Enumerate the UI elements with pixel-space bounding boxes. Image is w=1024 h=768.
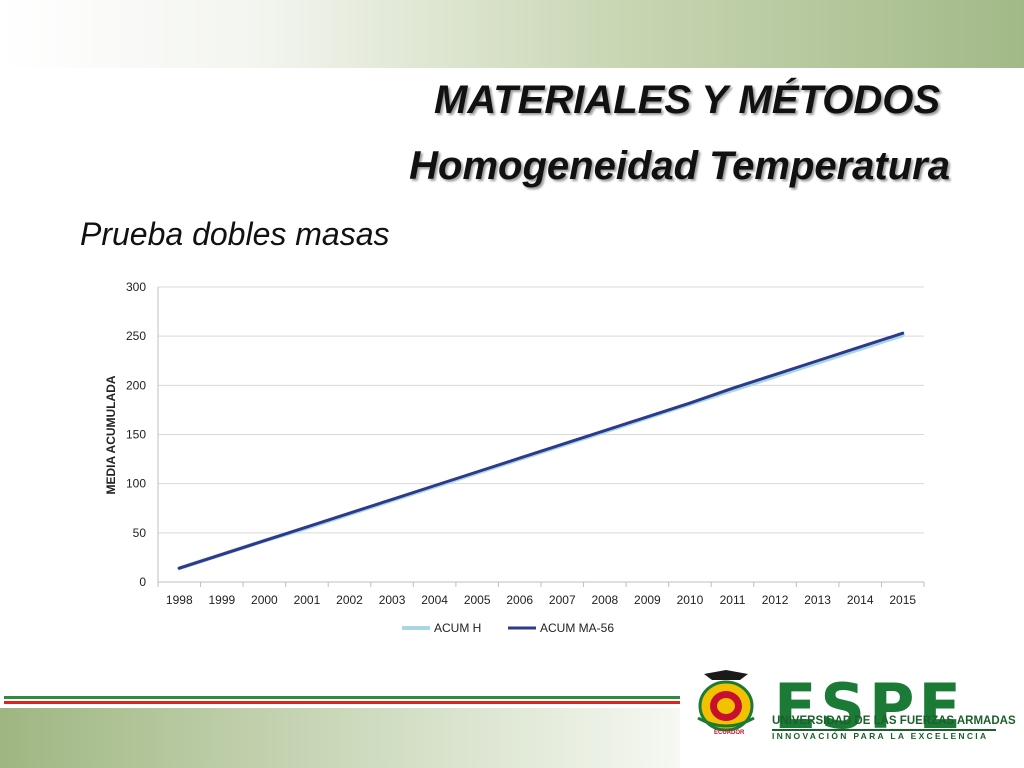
y-tick-label: 50	[133, 526, 147, 540]
logo-divider	[772, 729, 996, 731]
x-tick-label: 2013	[804, 593, 831, 607]
university-seal-icon	[697, 670, 755, 732]
y-axis-label: MEDIA ACUMULADA	[104, 375, 118, 494]
x-tick-label: 1998	[166, 593, 193, 607]
x-tick-label: 2010	[677, 593, 704, 607]
x-tick-label: 2004	[421, 593, 448, 607]
y-tick-label: 300	[126, 280, 146, 294]
series-line-acum-ma-56	[177, 331, 905, 570]
x-tick-label: 2015	[889, 593, 916, 607]
legend-label: ACUM H	[434, 621, 481, 635]
y-tick-label: 100	[126, 477, 146, 491]
series-lines	[177, 331, 905, 571]
x-tick-labels: 1998 1999 2000 2001 2002 2003 2004 2005 2006 2007…	[166, 593, 916, 607]
x-tick-label: 2005	[464, 593, 491, 607]
legend-label: ACUM MA-56	[540, 621, 614, 635]
x-tick-label: 1999	[208, 593, 235, 607]
x-tick-label: 2011	[720, 593, 746, 607]
chart-legend: ACUM H ACUM MA-56	[402, 621, 614, 635]
y-tick-labels: 0 50 100 150 200 250 300	[126, 280, 146, 589]
x-tick-label: 2001	[294, 593, 321, 607]
x-tick-label: 2014	[847, 593, 874, 607]
y-tick-label: 250	[126, 329, 146, 343]
x-tick-label: 2007	[549, 593, 576, 607]
y-tick-label: 150	[126, 428, 146, 442]
x-tick-label: 2006	[506, 593, 533, 607]
top-decorative-band	[0, 0, 1024, 68]
x-tick-label: 2012	[762, 593, 789, 607]
slide-subtitle: Homogeneidad Temperatura	[409, 144, 950, 188]
x-tick-label: 2003	[379, 593, 406, 607]
bottom-stripes	[4, 696, 680, 706]
logo-university-name: UNIVERSIDAD DE LAS FUERZAS ARMADAS	[772, 715, 1016, 727]
logo-tagline: INNOVACIÓN PARA LA EXCELENCIA	[772, 731, 989, 741]
y-tick-label: 0	[139, 575, 146, 589]
slide-title: MATERIALES Y MÉTODOS	[434, 78, 940, 122]
x-tick-label: 2000	[251, 593, 278, 607]
x-tick-label: 2008	[591, 593, 618, 607]
grid-lines	[157, 286, 925, 587]
section-heading: Prueba dobles masas	[80, 216, 390, 252]
line-chart: 0 50 100 150 200 250 300 1998 1999 2000 2001 2002 2…	[104, 280, 925, 635]
x-tick-label: 2002	[336, 593, 363, 607]
y-tick-label: 200	[126, 378, 146, 392]
bottom-decorative-band	[0, 708, 680, 768]
x-tick-label: 2009	[634, 593, 661, 607]
seal-label: ECUADOR	[714, 730, 745, 736]
